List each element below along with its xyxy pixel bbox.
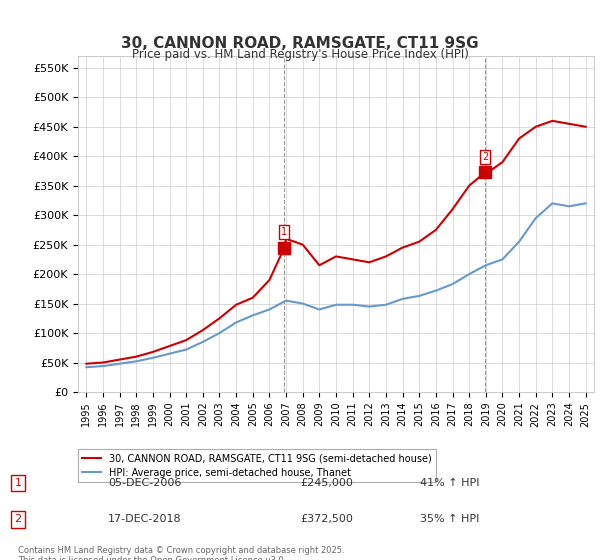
Text: 41% ↑ HPI: 41% ↑ HPI	[420, 478, 479, 488]
Text: 2: 2	[482, 152, 488, 162]
Text: Price paid vs. HM Land Registry's House Price Index (HPI): Price paid vs. HM Land Registry's House …	[131, 48, 469, 60]
Legend: 30, CANNON ROAD, RAMSGATE, CT11 9SG (semi-detached house), HPI: Average price, s: 30, CANNON ROAD, RAMSGATE, CT11 9SG (sem…	[78, 449, 436, 482]
Text: 1: 1	[14, 478, 22, 488]
Text: 30, CANNON ROAD, RAMSGATE, CT11 9SG: 30, CANNON ROAD, RAMSGATE, CT11 9SG	[121, 36, 479, 52]
Text: 05-DEC-2006: 05-DEC-2006	[108, 478, 181, 488]
Text: 35% ↑ HPI: 35% ↑ HPI	[420, 515, 479, 524]
Text: 2: 2	[14, 515, 22, 524]
Text: 17-DEC-2018: 17-DEC-2018	[108, 515, 182, 524]
Text: £372,500: £372,500	[300, 515, 353, 524]
Text: 1: 1	[281, 227, 287, 237]
Text: Contains HM Land Registry data © Crown copyright and database right 2025.
This d: Contains HM Land Registry data © Crown c…	[18, 546, 344, 560]
Text: £245,000: £245,000	[300, 478, 353, 488]
